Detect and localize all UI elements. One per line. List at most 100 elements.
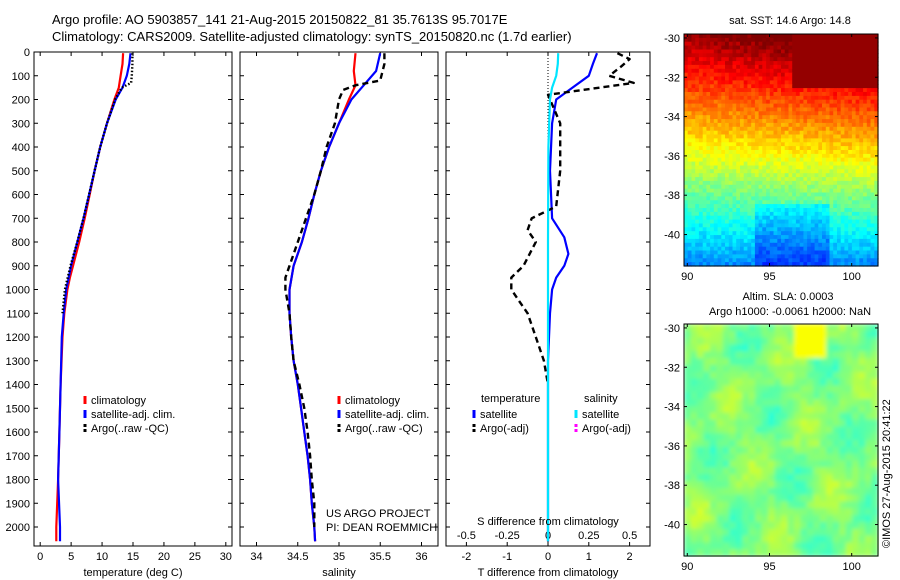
map-cell [713, 99, 719, 105]
map-cell [792, 122, 797, 128]
map-cell [840, 254, 845, 259]
map-cell [833, 258, 838, 263]
map-cell [874, 215, 879, 221]
map-cell [822, 200, 827, 205]
map-cell [740, 188, 745, 194]
map-cell [874, 68, 879, 74]
map-cell [774, 453, 782, 461]
map-cell [799, 150, 804, 155]
map-cell [706, 173, 711, 178]
map-cell [713, 142, 719, 147]
map-cell [874, 115, 879, 120]
map-cell [769, 99, 775, 105]
legend-label: Argo(-adj) [582, 423, 631, 435]
map-cell [751, 88, 756, 93]
map-cell [781, 157, 786, 163]
map-cell [777, 208, 782, 213]
map-cell [822, 122, 827, 128]
map-cell [822, 231, 827, 236]
map-cell [691, 196, 696, 201]
map-cell [702, 115, 707, 120]
map-cell [829, 146, 834, 151]
map-cell [690, 399, 698, 407]
map-cell [863, 177, 868, 182]
map-cell [837, 169, 842, 174]
map-cell [722, 351, 730, 359]
map-cell [788, 76, 793, 81]
map-cell [870, 95, 875, 101]
map-cell [684, 501, 692, 509]
map-cell [748, 535, 756, 543]
map-cell [870, 92, 875, 97]
map-cell [762, 53, 767, 58]
map-cell [732, 242, 737, 248]
map-cell [736, 153, 741, 159]
map-cell [710, 169, 715, 174]
map-cell [709, 419, 717, 427]
map-cell [754, 92, 760, 97]
map-cell [736, 111, 741, 116]
map-cell [844, 41, 849, 47]
map-cell [818, 72, 823, 78]
map-cell [803, 92, 808, 97]
x-tick-label: 15 [127, 551, 139, 563]
map-cell [773, 242, 778, 248]
map-cell [837, 103, 842, 109]
map-cell [702, 150, 707, 155]
map-cell [793, 535, 801, 543]
map-cell [852, 371, 860, 380]
map-cell [851, 161, 857, 167]
map-cell [706, 204, 711, 209]
map-cell [728, 180, 734, 186]
map-cell [825, 177, 831, 182]
map-cell [829, 64, 834, 70]
map-cell [781, 324, 789, 332]
map-cell [818, 258, 823, 263]
map-cell [761, 358, 769, 366]
map-cell [762, 37, 767, 43]
map-cell [717, 223, 722, 228]
map-cell [695, 254, 700, 259]
map-cell [698, 231, 704, 236]
map-cell [807, 227, 812, 232]
map-cell [837, 231, 842, 236]
map-cell [758, 99, 763, 105]
map-cell [870, 157, 875, 163]
map-cell [792, 177, 797, 182]
map-cell [845, 324, 853, 332]
map-cell [799, 215, 804, 221]
map-cell [810, 242, 816, 248]
map-cell [735, 351, 743, 359]
map-cell [721, 219, 726, 225]
map-cell [695, 61, 700, 66]
map-cell [742, 399, 750, 407]
map-cell [826, 528, 834, 537]
map-cell [742, 378, 750, 386]
map-cell [803, 235, 808, 240]
map-cell [702, 153, 707, 159]
map-cell [736, 122, 741, 128]
map-cell [826, 460, 834, 468]
map-cell [870, 161, 875, 167]
map-cell [729, 446, 737, 455]
map-cell [684, 371, 692, 380]
map-cell [691, 165, 696, 170]
map-cell [810, 61, 816, 66]
map-cell [721, 204, 726, 209]
map-cell [859, 169, 864, 174]
map-cell [773, 157, 778, 163]
map-cell [713, 161, 719, 167]
map-cell [713, 262, 719, 267]
map-cell [725, 88, 730, 93]
map-cell [777, 111, 782, 116]
map-cell [844, 49, 849, 54]
map-cell [725, 119, 730, 124]
map-cell [742, 508, 750, 516]
map-cell [773, 196, 778, 201]
map-cell [713, 41, 719, 47]
map-cell [866, 95, 872, 101]
x-tick-label: 30 [220, 551, 232, 563]
map-cell [874, 37, 879, 43]
map-cell [865, 412, 873, 421]
map-cell [690, 446, 698, 455]
